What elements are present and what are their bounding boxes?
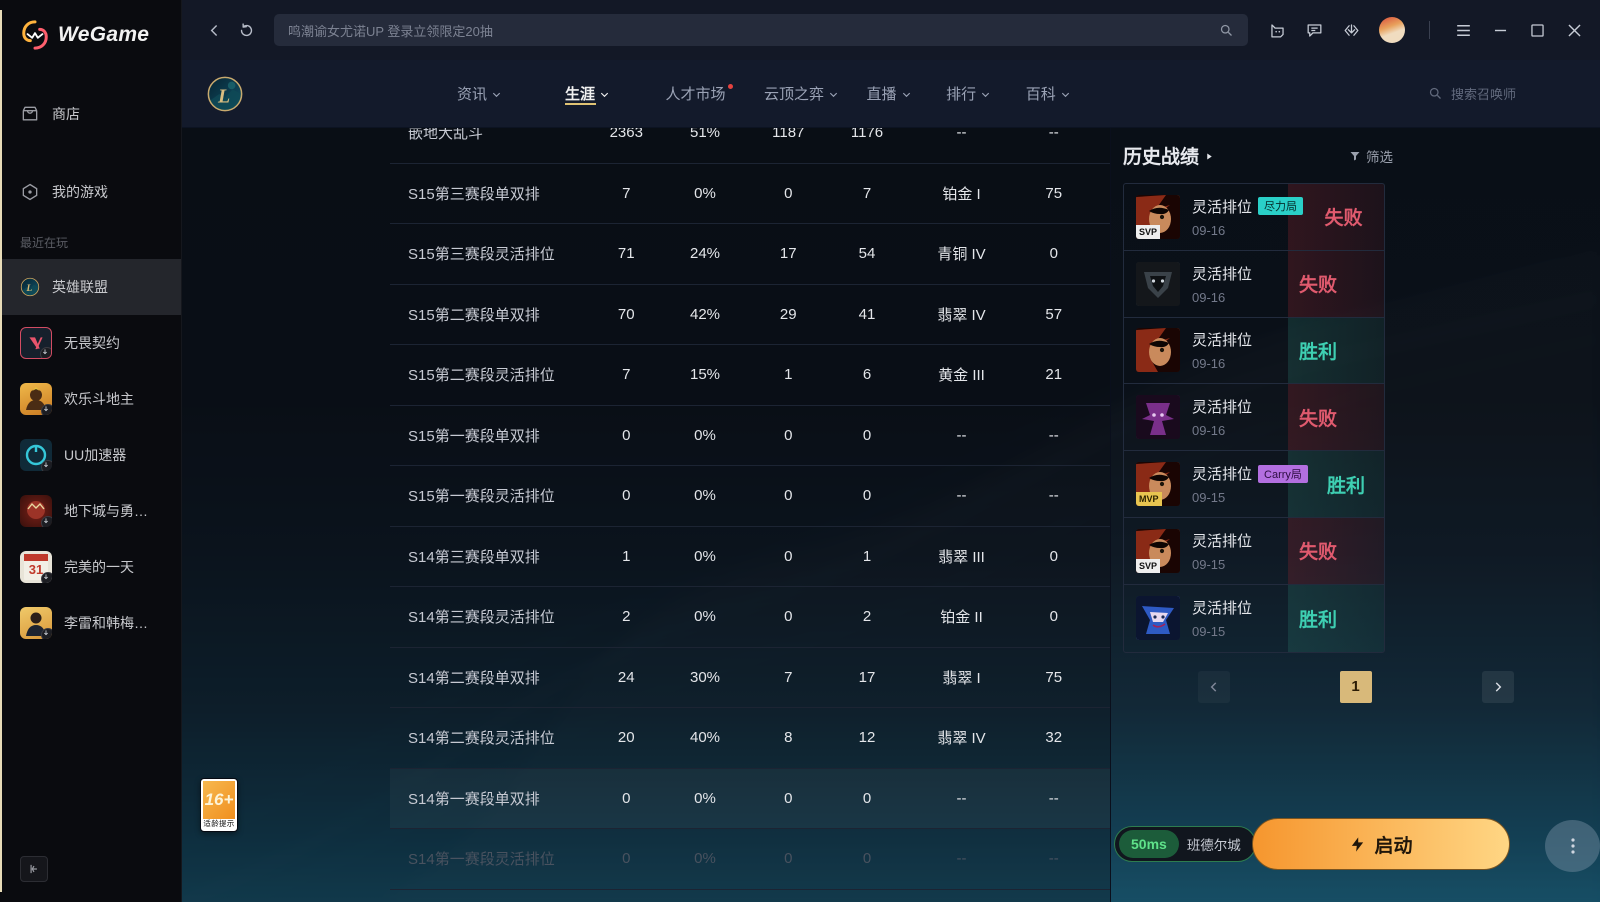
svg-text:L: L: [217, 85, 230, 107]
svg-text:L: L: [26, 284, 33, 294]
